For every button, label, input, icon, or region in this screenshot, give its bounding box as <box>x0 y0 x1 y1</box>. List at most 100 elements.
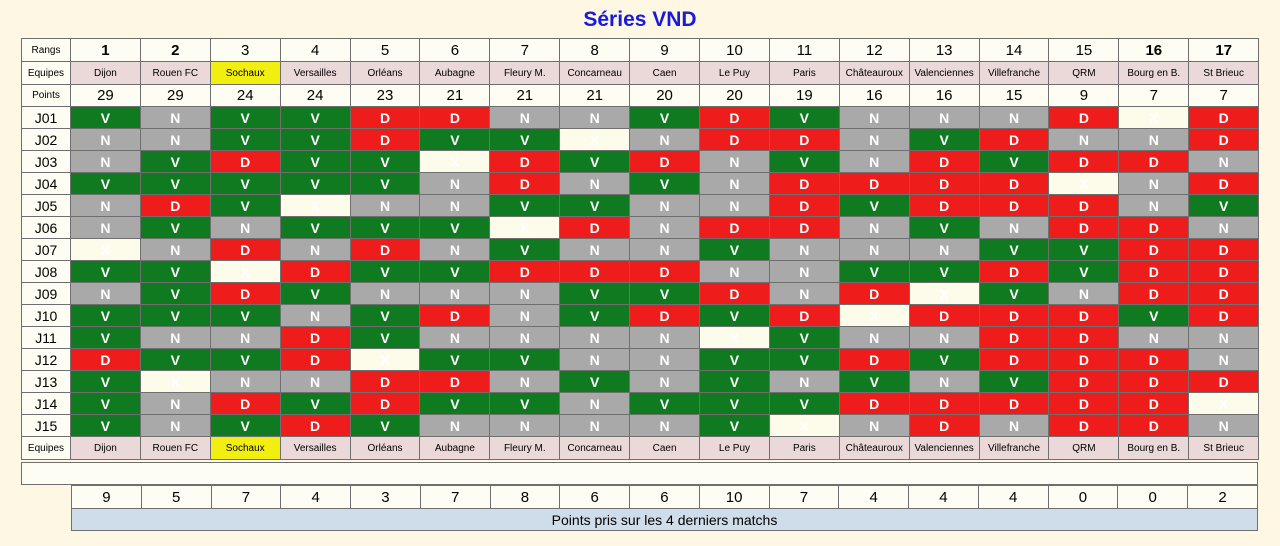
last4-cell: 4 <box>908 485 979 509</box>
team-name-cell: Rouen FC <box>139 436 211 460</box>
team-name-cell: St Brieuc <box>1188 61 1260 85</box>
matchday-row: J04 V V V V V N D N V N D D D D X N D <box>21 172 1260 195</box>
result-cell: D <box>1118 392 1190 415</box>
result-cell: N <box>1048 128 1120 151</box>
result-cell: D <box>209 238 281 261</box>
result-cell: N <box>908 370 980 393</box>
matchday-label: J07 <box>21 238 71 261</box>
result-cell: X <box>349 348 421 371</box>
team-name-cell: St Brieuc <box>1188 436 1260 460</box>
result-cell: V <box>559 370 631 393</box>
result-cell: D <box>838 282 910 305</box>
matchday-label: J09 <box>21 282 71 305</box>
result-cell: N <box>489 414 561 437</box>
result-cell: D <box>419 304 491 327</box>
result-cell: V <box>978 238 1050 261</box>
result-cell: N <box>838 216 910 239</box>
result-cell: N <box>629 216 701 239</box>
result-cell: V <box>70 414 141 437</box>
rank-cell: 13 <box>908 38 980 62</box>
rank-cell: 17 <box>1188 38 1260 62</box>
result-cell: N <box>559 106 631 129</box>
rank-cell: 4 <box>279 38 351 62</box>
result-cell: N <box>489 326 561 349</box>
rank-cell: 12 <box>838 38 910 62</box>
rank-cell: 11 <box>768 38 840 62</box>
result-cell: N <box>139 238 211 261</box>
result-cell: N <box>1118 128 1190 151</box>
team-name-cell: Fleury M. <box>489 61 561 85</box>
result-cell: D <box>489 150 561 173</box>
result-cell: N <box>629 128 701 151</box>
result-cell: N <box>1118 172 1190 195</box>
series-table: Rangs 1 2 3 4 5 6 7 8 9 10 11 12 13 14 15 16 17 Equipes Dij… <box>21 38 1260 460</box>
points-cell: 15 <box>978 84 1050 107</box>
matchday-row: J10 V V V N V D N V D V D X D D D V D <box>21 304 1260 327</box>
result-cell: D <box>908 414 980 437</box>
result-cell: D <box>489 260 561 283</box>
result-cell: V <box>629 392 701 415</box>
result-cell: V <box>768 150 840 173</box>
result-cell: D <box>978 128 1050 151</box>
result-cell: V <box>419 392 491 415</box>
result-cell: V <box>139 282 211 305</box>
result-cell: D <box>699 106 770 129</box>
team-name-cell: Caen <box>629 436 701 460</box>
team-name-cell: Orléans <box>349 436 421 460</box>
team-name-cell: Paris <box>768 436 840 460</box>
last4-cell: 3 <box>350 485 421 509</box>
result-cell: V <box>768 348 840 371</box>
result-cell: D <box>1048 106 1120 129</box>
team-name-cell: Châteauroux <box>838 436 910 460</box>
result-cell: D <box>1188 106 1260 129</box>
points-row: Points 29 29 24 24 23 21 21 21 20 20 19 16 16 15 9 7 7 <box>21 84 1260 107</box>
result-cell: N <box>489 304 561 327</box>
result-cell: V <box>489 194 561 217</box>
matchday-row: J07 X N D N D N V N N V N N N V V D D <box>21 238 1260 261</box>
last4-cell: 0 <box>1117 485 1188 509</box>
result-cell: X <box>768 414 840 437</box>
result-cell: N <box>419 282 491 305</box>
result-cell: N <box>768 238 840 261</box>
last4-cell: 10 <box>698 485 770 509</box>
result-cell: D <box>1048 150 1120 173</box>
result-cell: D <box>1048 348 1120 371</box>
points-cell: 24 <box>209 84 281 107</box>
result-cell: N <box>768 370 840 393</box>
result-cell: N <box>209 216 281 239</box>
result-cell: V <box>139 304 211 327</box>
result-cell: V <box>279 150 351 173</box>
result-cell: D <box>768 304 840 327</box>
last4-cell: 7 <box>419 485 491 509</box>
result-cell: D <box>629 150 701 173</box>
team-name-cell: Dijon <box>70 436 141 460</box>
result-cell: D <box>978 392 1050 415</box>
rank-cell: 10 <box>699 38 770 62</box>
result-cell: D <box>139 194 211 217</box>
last4-table: 9 5 7 4 3 7 8 6 6 10 7 4 4 4 0 0 2 Points pris sur les 4 … <box>71 485 1258 531</box>
result-cell: D <box>559 216 631 239</box>
result-cell: V <box>768 392 840 415</box>
team-name-cell: Villefranche <box>978 61 1050 85</box>
team-row-top: Equipes Dijon Rouen FC Sochaux Versailles Orl… <box>21 61 1260 85</box>
result-cell: N <box>559 326 631 349</box>
last4-cell: 5 <box>140 485 212 509</box>
rank-cell: 15 <box>1048 38 1120 62</box>
team-name-cell: Concarneau <box>559 61 631 85</box>
result-cell: V <box>209 414 281 437</box>
matchday-row: J06 N V N V V V X D N D D N V N D D N <box>21 216 1260 239</box>
result-cell: D <box>1188 172 1260 195</box>
result-cell: D <box>768 172 840 195</box>
matchday-row: J12 D V V D X V V N N V V D V D D D N <box>21 348 1260 371</box>
result-cell: D <box>349 370 421 393</box>
result-cell: N <box>629 238 701 261</box>
result-cell: V <box>139 216 211 239</box>
result-cell: N <box>908 326 980 349</box>
result-cell: N <box>629 348 701 371</box>
result-cell: D <box>768 128 840 151</box>
team-name-cell: Sochaux <box>209 61 281 85</box>
result-cell: V <box>209 128 281 151</box>
points-cell: 19 <box>768 84 840 107</box>
result-cell: V <box>838 370 910 393</box>
result-cell: V <box>139 260 211 283</box>
